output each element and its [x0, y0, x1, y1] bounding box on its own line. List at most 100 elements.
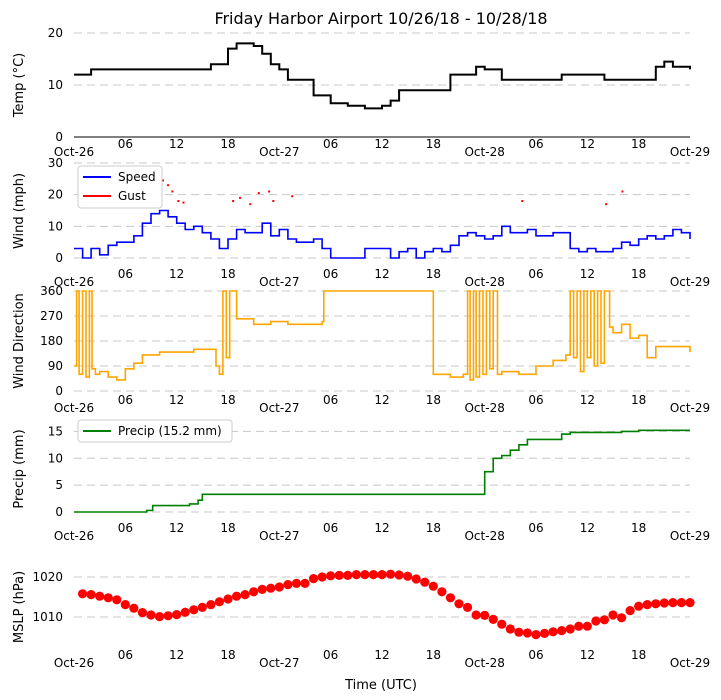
- direction-x-tick: 12: [169, 393, 184, 407]
- mslp-point: [445, 593, 456, 603]
- mslp-x-tick: 18: [631, 648, 646, 662]
- direction-x-tick: 12: [580, 393, 595, 407]
- wind-legend-label: Gust: [118, 189, 146, 203]
- mslp-y-axis-label: MSLP (hPa): [12, 571, 27, 643]
- direction-series-line: [74, 290, 691, 381]
- mslp-point: [420, 577, 430, 587]
- mslp-point: [385, 569, 396, 579]
- temp-x-tick: 18: [631, 137, 646, 151]
- gust-point: [238, 196, 241, 199]
- direction-y-tick: 270: [40, 309, 63, 323]
- mslp-point: [557, 626, 567, 636]
- direction-x-tick: 18: [220, 393, 235, 407]
- gust-point: [171, 190, 174, 193]
- mslp-x-tick: 18: [426, 648, 441, 662]
- mslp-point: [291, 578, 302, 589]
- mslp-x-tick: 12: [169, 648, 184, 662]
- temp-x-tick: 18: [426, 137, 441, 151]
- wind-y-tick: 0: [55, 251, 63, 265]
- mslp-point: [616, 613, 627, 623]
- gust-point: [621, 190, 624, 193]
- mslp-point: [480, 610, 490, 621]
- temp-x-tick: Oct-27: [259, 145, 299, 159]
- direction-panel: 0 90 180 270 360 Wind Direction Oct-26 06 12 18 Oc…: [12, 284, 710, 415]
- mslp-point: [368, 570, 379, 580]
- mslp-x-tick: 12: [374, 648, 389, 662]
- mslp-point: [471, 610, 481, 620]
- precip-x-tick: Oct-26: [54, 529, 94, 543]
- direction-x-tick: 06: [118, 393, 133, 407]
- mslp-point: [77, 589, 88, 599]
- mslp-point: [565, 624, 575, 634]
- precip-x-tick: 12: [580, 521, 595, 535]
- temp-x-tick: 06: [118, 137, 133, 151]
- mslp-point: [360, 570, 370, 580]
- precip-x-tick: Oct-27: [259, 529, 299, 543]
- mslp-y-tick: 1020: [32, 570, 63, 584]
- mslp-point: [112, 595, 122, 605]
- temp-x-tick: Oct-28: [464, 145, 504, 159]
- mslp-x-tick: 06: [528, 648, 543, 662]
- mslp-point: [514, 627, 524, 637]
- wind-x-tick: Oct-29: [670, 275, 710, 289]
- mslp-point: [343, 570, 353, 581]
- precip-x-tick: 12: [374, 521, 389, 535]
- mslp-point: [334, 570, 344, 581]
- wind-x-tick: Oct-27: [259, 275, 299, 289]
- temp-y-tick: 0: [55, 130, 63, 144]
- wind-series-line: [74, 209, 691, 259]
- mslp-point: [539, 628, 550, 639]
- gust-point: [232, 200, 235, 202]
- mslp-point: [283, 580, 293, 590]
- mslp-point: [394, 570, 404, 580]
- gust-point: [268, 190, 271, 193]
- temp-x-tick: 06: [528, 137, 543, 151]
- mslp-point: [462, 602, 473, 613]
- mslp-point: [189, 605, 199, 615]
- mslp-point: [497, 619, 507, 629]
- wind-y-tick: 30: [48, 156, 63, 170]
- wind-x-tick: 06: [528, 267, 543, 281]
- mslp-point: [582, 621, 592, 631]
- mslp-point: [180, 607, 190, 617]
- wind-x-tick: 06: [118, 267, 133, 281]
- mslp-point: [591, 616, 601, 626]
- mslp-point: [240, 590, 250, 600]
- temp-y-tick: 10: [48, 78, 63, 92]
- mslp-x-tick: 06: [323, 648, 338, 662]
- wind-x-tick: 18: [426, 267, 441, 281]
- mslp-point: [214, 597, 225, 607]
- mslp-point: [146, 610, 156, 620]
- mslp-point: [326, 571, 336, 581]
- mslp-x-tick: 18: [220, 648, 235, 662]
- wind-x-tick: 12: [580, 267, 595, 281]
- wind-x-tick: Oct-26: [54, 275, 94, 289]
- temp-x-tick: 12: [580, 137, 595, 151]
- temp-panel: 0 10 20 Temp (°C) Oct-26 06 12 18 Oct-27 06 12 18 Oc…: [12, 26, 710, 159]
- mslp-point: [574, 621, 584, 631]
- direction-y-tick: 360: [40, 284, 63, 298]
- mslp-point: [403, 571, 413, 581]
- precip-y-tick: 15: [48, 424, 63, 438]
- precip-y-axis-label: Precip (mm): [12, 429, 27, 508]
- mslp-point: [488, 614, 498, 625]
- direction-x-tick: 06: [323, 393, 338, 407]
- mslp-point: [437, 587, 447, 597]
- precip-x-tick: 06: [323, 521, 338, 535]
- temp-y-axis-label: Temp (°C): [12, 53, 27, 119]
- direction-y-tick: 180: [40, 334, 63, 348]
- gust-point: [521, 200, 524, 202]
- precip-legend-label: Precip (15.2 mm): [118, 424, 222, 438]
- wind-x-tick: 06: [323, 267, 338, 281]
- direction-x-tick: Oct-28: [464, 401, 504, 415]
- mslp-x-tick: Oct-28: [464, 656, 504, 670]
- precip-y-tick: 10: [48, 451, 63, 465]
- mslp-point: [685, 598, 695, 608]
- wind-x-tick: 12: [374, 267, 389, 281]
- temp-x-tick: 12: [374, 137, 389, 151]
- mslp-point: [531, 630, 541, 640]
- mslp-point: [137, 608, 148, 618]
- direction-y-axis-label: Wind Direction: [12, 293, 27, 389]
- mslp-point: [197, 602, 207, 613]
- wind-x-tick: 12: [169, 267, 184, 281]
